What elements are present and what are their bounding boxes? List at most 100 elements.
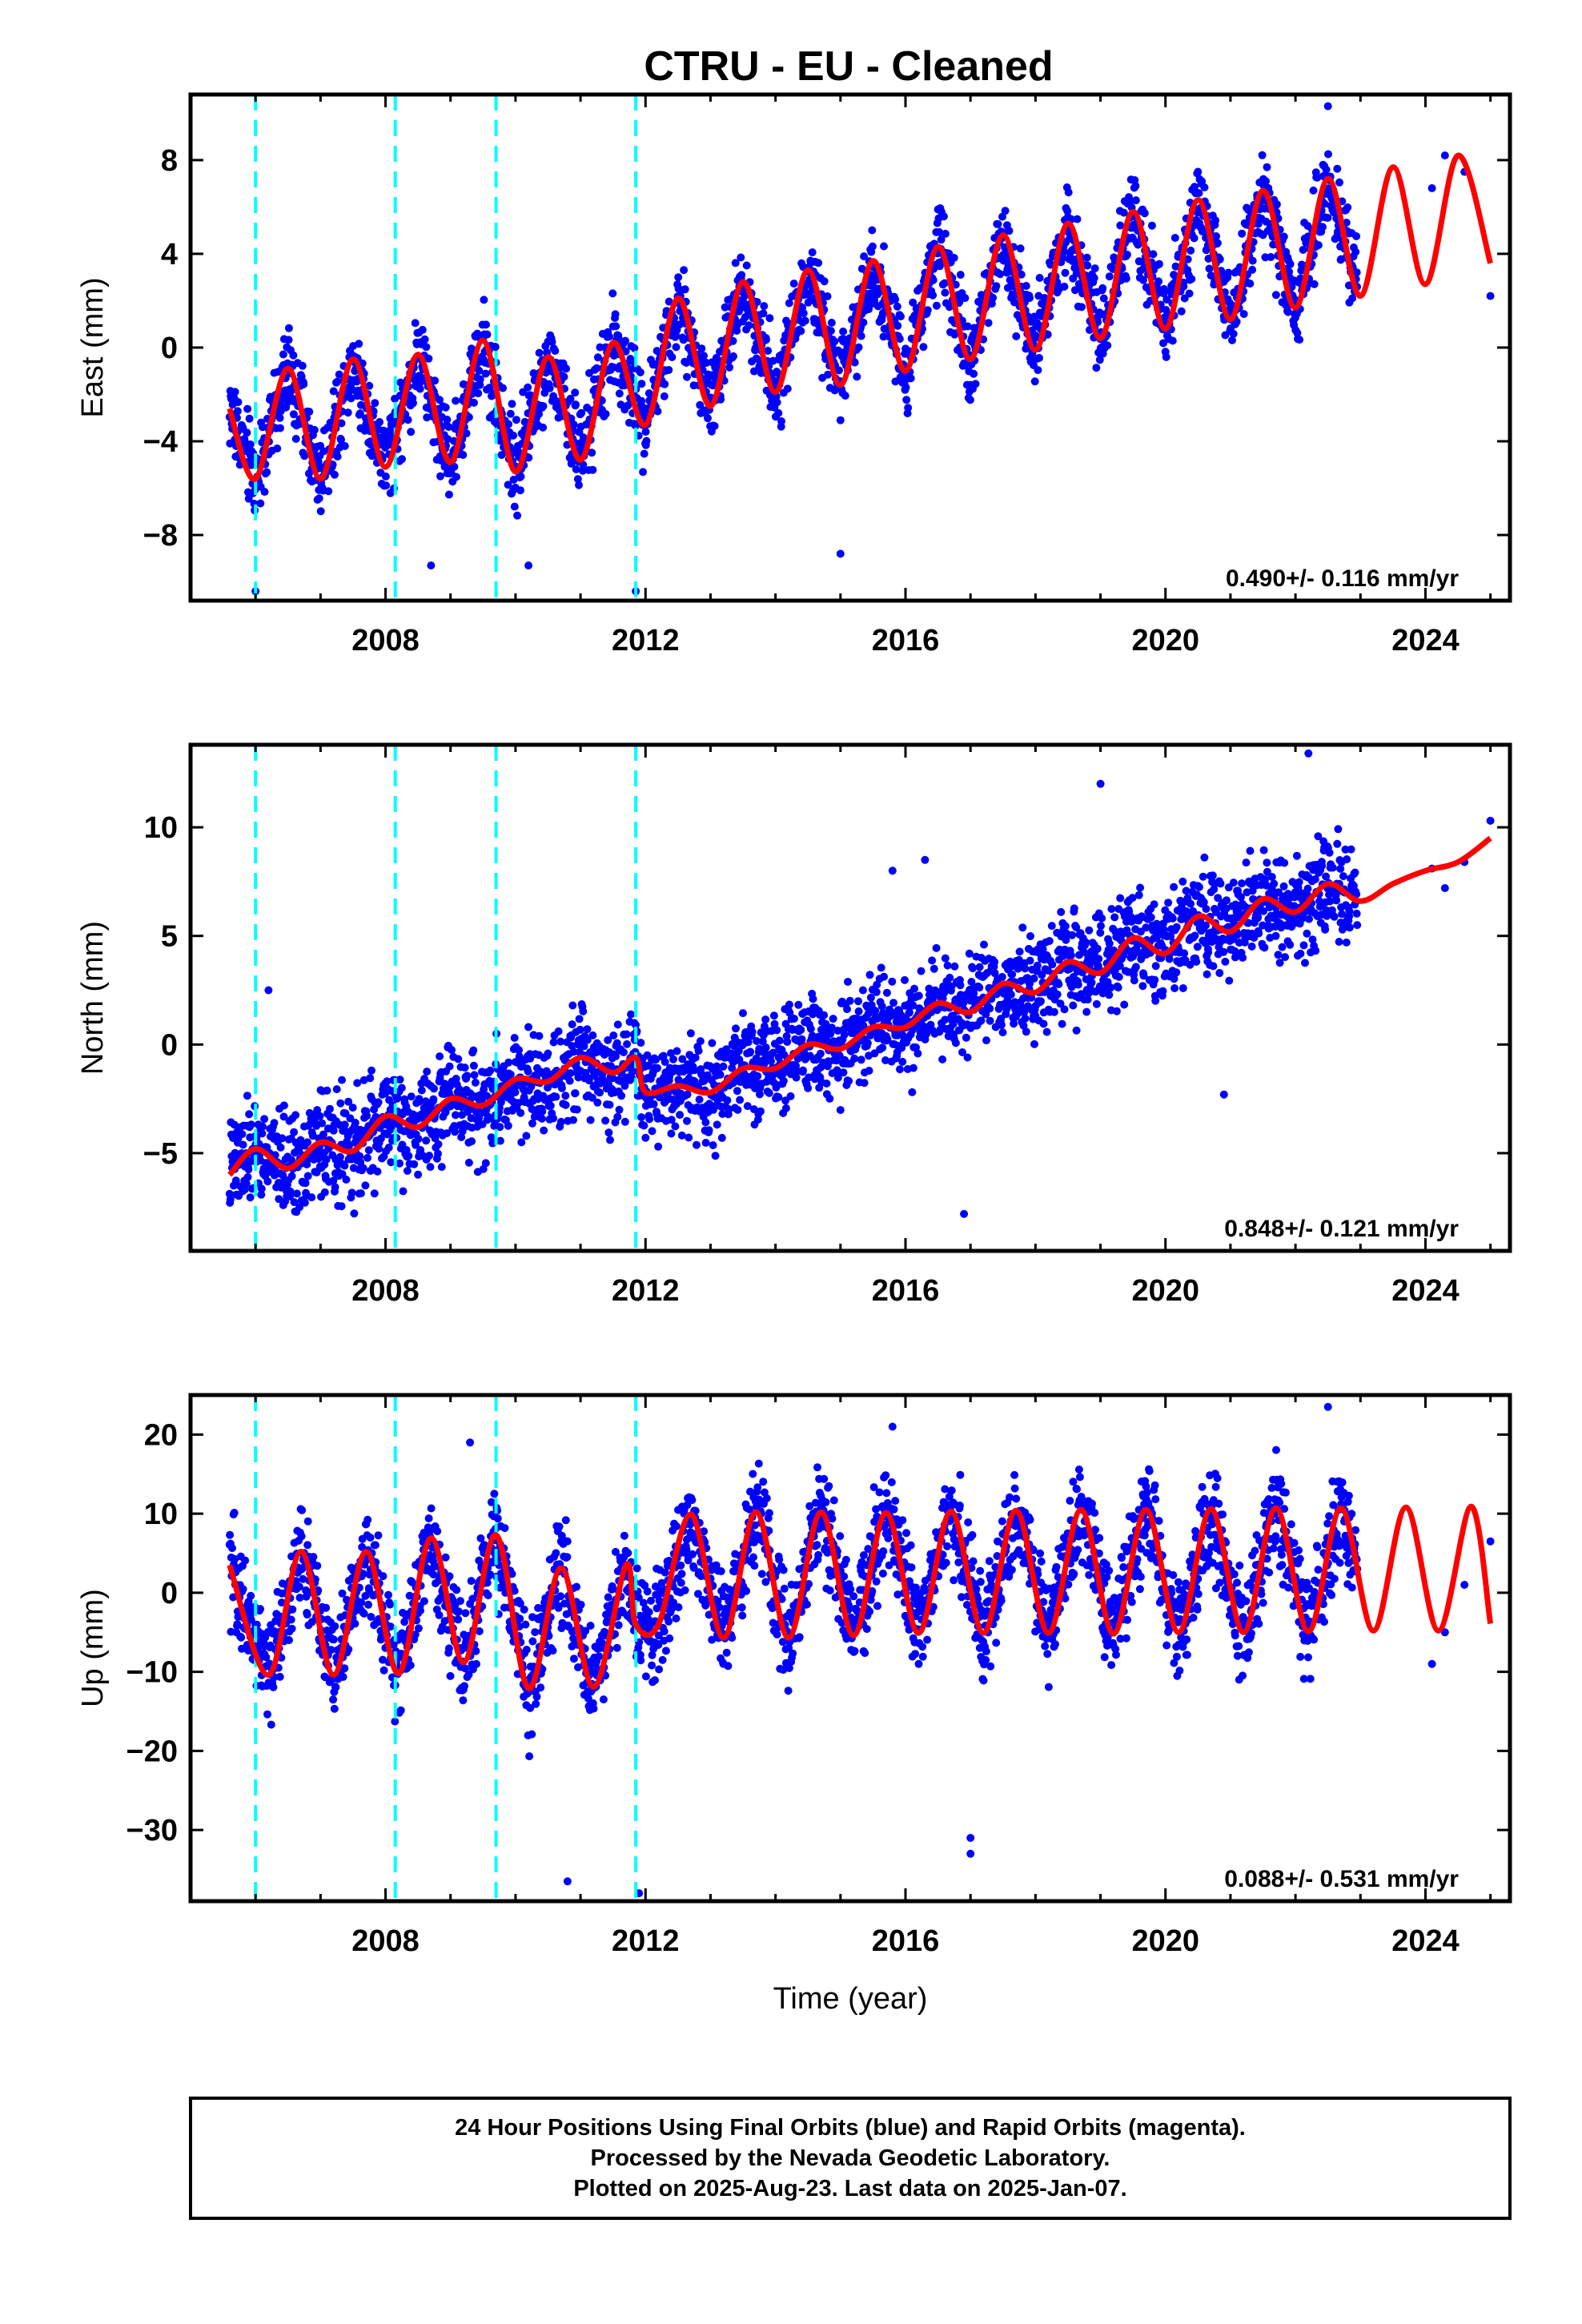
east-data-point [316,507,325,516]
east-data-point [1348,294,1357,303]
north-data-point [1202,905,1211,913]
north-data-point [556,1117,565,1126]
east-data-point [416,384,424,393]
east-data-point [418,325,427,334]
north-data-point [732,1024,740,1033]
east-data-point [244,494,253,503]
east-data-point [1187,275,1196,283]
east-data-point [409,399,417,408]
north-data-point [361,1181,370,1190]
east-data-point [233,407,242,416]
north-data-point [1021,964,1030,973]
east-data-point [853,372,861,381]
east-data-point [436,396,444,404]
north-data-point [968,964,977,973]
east-data-point [1211,216,1220,225]
east-data-point [1310,279,1319,288]
east-data-point [902,396,911,404]
east-data-point [1267,253,1275,261]
north-data-point [986,1004,994,1013]
north-data-point [910,984,918,993]
north-data-point [1178,984,1187,992]
east-data-point [700,352,708,360]
east-data-point [284,336,293,344]
north-data-point [1223,896,1231,905]
east-data-point [545,384,554,392]
east-data-point [452,396,460,405]
north-data-point [882,988,891,997]
east-data-point [1034,366,1042,375]
north-data-point [576,1025,584,1034]
north-data-point [596,1088,604,1097]
north-data-point [785,1000,793,1009]
east-data-point [605,332,613,341]
east-data-point [535,348,544,357]
east-data-point [300,452,309,460]
north-data-point [627,1010,635,1019]
north-data-point [691,1053,700,1062]
east-data-point [305,408,314,416]
east-data-point [640,449,648,458]
north-data-point [469,1061,478,1070]
north-data-point [1186,899,1195,908]
north-data-point [593,1098,602,1107]
east-data-point [760,302,769,311]
north-data-point [604,1128,613,1137]
north-data-point [653,1063,661,1072]
north-data-point [588,1031,597,1039]
north-data-point [1057,907,1066,916]
north-data-point [963,1053,972,1062]
east-x-tick-label: 2024 [1391,624,1460,657]
north-data-point [561,1100,570,1109]
east-data-point [510,502,519,511]
north-data-point [843,1005,851,1014]
east-data-point [1001,207,1010,215]
east-data-point [1351,247,1360,256]
east-data-point [1061,268,1070,277]
east-data-point [984,319,993,328]
east-data-point [289,351,298,360]
north-data-point [323,1086,331,1095]
north-data-point [1092,999,1101,1008]
north-data-point [1050,1007,1058,1016]
east-data-point [1322,165,1331,174]
north-data-point [1203,970,1211,979]
north-data-point [844,978,852,986]
east-data-point [836,416,845,424]
north-data-point [1150,900,1158,909]
east-points [225,102,1495,596]
east-data-point [1149,250,1158,259]
east-data-point [1309,186,1318,195]
north-data-point [799,1066,807,1075]
north-data-point [1093,944,1102,953]
north-data-point [522,1132,531,1140]
north-data-point [1114,972,1123,981]
north-data-point [863,1039,872,1047]
east-data-point [1440,151,1449,160]
east-data-point [485,384,494,392]
east-data-point [745,321,753,330]
east-data-point [231,388,239,396]
north-points [225,749,1495,1218]
north-data-point [975,983,984,992]
east-data-point [310,425,319,434]
east-data-point [1324,150,1332,159]
north-data-point [1006,990,1015,999]
north-data-point [557,1084,566,1092]
east-data-point [1186,246,1195,255]
north-data-point [517,1138,526,1147]
east-data-point [572,400,580,409]
east-data-point [411,319,420,328]
east-data-point [992,282,1001,291]
north-data-point [239,1140,247,1149]
north-data-point [270,1119,279,1128]
north-data-point [1178,877,1187,886]
east-data-point [330,470,339,479]
north-data-point [331,1183,339,1192]
north-data-point [524,1023,532,1031]
east-data-point [994,219,1002,228]
east-data-point [444,490,453,499]
east-data-point [1205,264,1214,273]
north-data-point [669,1055,677,1063]
north-data-point [889,999,897,1007]
